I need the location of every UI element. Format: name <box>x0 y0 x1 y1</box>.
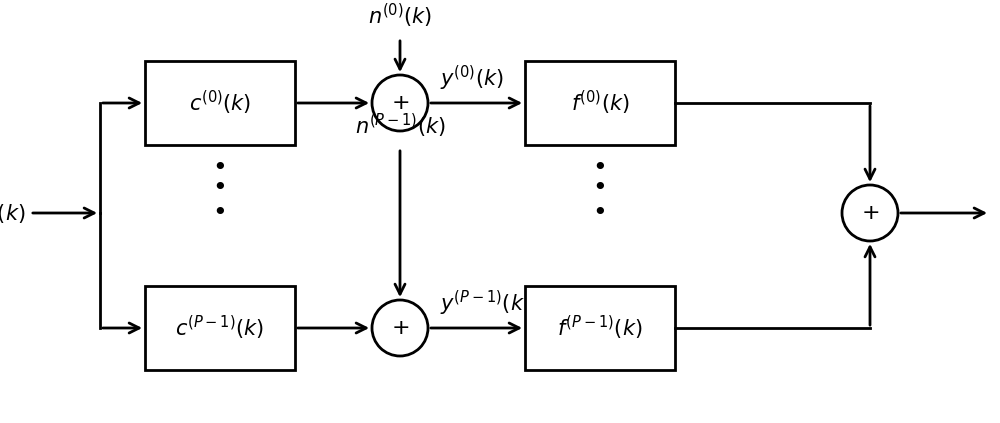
Text: •: • <box>593 156 607 180</box>
FancyBboxPatch shape <box>525 286 675 370</box>
Circle shape <box>842 185 898 241</box>
Text: •: • <box>213 176 227 200</box>
Text: •: • <box>593 201 607 225</box>
FancyBboxPatch shape <box>145 61 295 145</box>
Text: $c^{(P-1)}(k)$: $c^{(P-1)}(k)$ <box>175 314 265 342</box>
Text: $f^{(P-1)}(k)$: $f^{(P-1)}(k)$ <box>557 314 643 342</box>
Text: $+$: $+$ <box>861 202 879 224</box>
FancyBboxPatch shape <box>525 61 675 145</box>
Text: $+$: $+$ <box>391 317 409 339</box>
Text: $f^{(0)}(k)$: $f^{(0)}(k)$ <box>571 89 629 117</box>
Text: •: • <box>593 176 607 200</box>
Circle shape <box>372 75 428 131</box>
Text: $n^{(P-1)}(k)$: $n^{(P-1)}(k)$ <box>355 112 445 140</box>
Text: $y^{(P-1)}(k)$: $y^{(P-1)}(k)$ <box>440 289 530 318</box>
Text: $c^{(0)}(k)$: $c^{(0)}(k)$ <box>189 89 251 117</box>
Circle shape <box>372 300 428 356</box>
Text: $s(k)$: $s(k)$ <box>0 201 25 225</box>
Text: $+$: $+$ <box>391 92 409 114</box>
Text: •: • <box>213 156 227 180</box>
Text: $y^{(0)}(k)$: $y^{(0)}(k)$ <box>440 64 504 93</box>
Text: •: • <box>213 201 227 225</box>
Text: $n^{(0)}(k)$: $n^{(0)}(k)$ <box>368 2 432 30</box>
FancyBboxPatch shape <box>145 286 295 370</box>
